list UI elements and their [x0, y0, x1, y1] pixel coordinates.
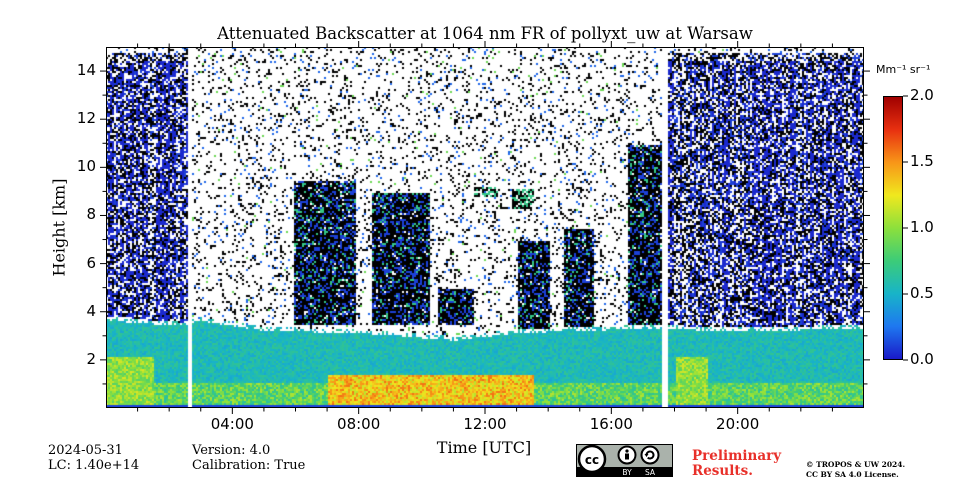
- colorbar-tick-label: 1.5: [910, 152, 934, 170]
- x-tick-label: 12:00: [463, 415, 507, 433]
- y-tick-label: 10: [76, 157, 96, 176]
- backscatter-heatmap: [106, 47, 864, 408]
- x-tick-label: 04:00: [210, 415, 254, 433]
- calibration-text: Calibration: True: [192, 458, 306, 473]
- colorbar-tick-label: 2.0: [910, 86, 934, 104]
- colorbar-units-label: Mm⁻¹ sr⁻¹: [876, 63, 931, 76]
- date-info: 2024-05-31 LC: 1.40e+14: [48, 443, 139, 473]
- version-info: Version: 4.0 Calibration: True: [192, 443, 305, 473]
- copyright-line-2: CC BY SA 4.0 License.: [806, 470, 899, 479]
- colorbar-tick-label: 1.0: [910, 218, 934, 236]
- y-tick-label: 6: [86, 253, 96, 272]
- chart-title: Attenuated Backscatter at 1064 nm FR of …: [217, 24, 753, 43]
- preliminary-notice: Preliminary Results.: [692, 449, 781, 479]
- license-sa-text: SA: [645, 468, 656, 477]
- colorbar-tick-label: 0.0: [910, 350, 934, 368]
- preliminary-line-2: Results.: [692, 463, 753, 479]
- date-text: 2024-05-31: [48, 443, 123, 458]
- colorbar: [883, 96, 903, 360]
- x-tick-label: 20:00: [716, 415, 760, 433]
- version-text: Version: 4.0: [192, 443, 271, 458]
- copyright-line-1: © TROPOS & UW 2024.: [806, 460, 906, 469]
- license-by-text: BY: [622, 468, 632, 477]
- y-tick-label: 2: [86, 349, 96, 368]
- x-axis-label: Time [UTC]: [436, 438, 532, 457]
- colorbar-tick-label: 0.5: [910, 284, 934, 302]
- x-tick-label: 08:00: [337, 415, 381, 433]
- preliminary-line-1: Preliminary: [692, 448, 782, 464]
- svg-text:cc: cc: [585, 453, 599, 467]
- y-tick-label: 4: [86, 301, 96, 320]
- copyright-notice: © TROPOS & UW 2024. CC BY SA 4.0 License…: [806, 460, 905, 480]
- lidar-constant-text: LC: 1.40e+14: [48, 458, 140, 473]
- y-tick-label: 8: [86, 205, 96, 224]
- cc-by-sa-license-icon: cc BY SA: [576, 444, 673, 477]
- x-tick-label: 16:00: [589, 415, 633, 433]
- y-tick-label: 14: [76, 61, 96, 80]
- y-tick-label: 12: [76, 109, 96, 128]
